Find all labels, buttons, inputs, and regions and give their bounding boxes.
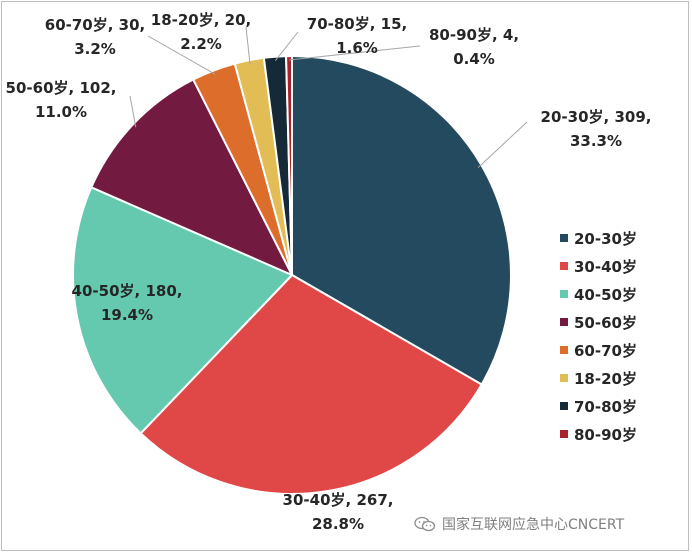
- legend-label-0: 20-30岁: [574, 230, 637, 248]
- data-label-7: 80-90岁, 4, 0.4%: [429, 26, 519, 68]
- data-label-0: 20-30岁, 309, 33.3%: [541, 108, 652, 150]
- data-label-line: 40-50岁, 180,: [72, 282, 183, 300]
- data-label-line: 2.2%: [180, 35, 222, 53]
- legend-swatch-6: [560, 402, 568, 410]
- data-label-3: 50-60岁, 102, 11.0%: [6, 79, 117, 121]
- wechat-icon: [414, 516, 436, 532]
- pie-slices: [72, 54, 512, 495]
- data-label-1: 30-40岁, 267, 28.8%: [283, 491, 394, 533]
- legend-label-2: 40-50岁: [574, 286, 637, 304]
- data-label-5: 18-20岁, 20, 2.2%: [151, 11, 251, 53]
- data-labels: 20-30岁, 309, 33.3% 30-40岁, 267, 28.8% 40-50岁…: [6, 11, 652, 533]
- data-label-line: 19.4%: [101, 306, 153, 324]
- pie-slice-7: [285, 54, 293, 276]
- legend-swatch-1: [560, 262, 568, 270]
- pie-slice-1: [139, 273, 484, 495]
- data-label-6: 70-80岁, 15, 1.6%: [307, 15, 407, 57]
- data-label-line: 11.0%: [35, 103, 87, 121]
- legend-swatch-4: [560, 346, 568, 354]
- data-label-line: 60-70岁, 30,: [45, 16, 145, 34]
- data-label-line: 0.4%: [453, 50, 495, 68]
- leader-line-3: [129, 95, 137, 128]
- data-label-line: 80-90岁, 4,: [429, 26, 519, 44]
- leader-line-5: [245, 26, 251, 65]
- data-label-line: 3.2%: [74, 40, 116, 58]
- legend-swatch-0: [560, 234, 568, 242]
- legend-swatch-7: [560, 430, 568, 438]
- data-label-line: 28.8%: [312, 515, 364, 533]
- pie-slice-2: [72, 186, 294, 435]
- data-label-line: 20-30岁, 309,: [541, 108, 652, 126]
- data-label-2: 40-50岁, 180, 19.4%: [72, 282, 183, 324]
- legend-label-3: 50-60岁: [574, 314, 637, 332]
- legend: 20-30岁 30-40岁 40-50岁 50-60岁 60-70岁 18-20岁 70-8…: [560, 230, 637, 444]
- legend-label-4: 60-70岁: [574, 342, 637, 360]
- data-label-line: 18-20岁, 20,: [151, 11, 251, 29]
- watermark-text: 国家互联网应急中心CNCERT: [442, 517, 625, 533]
- pie-slice-0: [291, 54, 512, 386]
- leader-line-4: [147, 35, 216, 75]
- data-label-line: 33.3%: [570, 132, 622, 150]
- legend-swatch-3: [560, 318, 568, 326]
- leader-lines: [129, 26, 528, 168]
- legend-label-6: 70-80岁: [574, 398, 637, 416]
- data-label-line: 70-80岁, 15,: [307, 15, 407, 33]
- leader-line-6: [274, 31, 299, 62]
- watermark: 国家互联网应急中心CNCERT: [414, 512, 624, 536]
- leader-line-7: [289, 45, 421, 61]
- legend-label-1: 30-40岁: [574, 258, 637, 276]
- pie-slice-3: [89, 78, 295, 278]
- data-label-line: 50-60岁, 102,: [6, 79, 117, 97]
- data-label-4: 60-70岁, 30, 3.2%: [45, 16, 145, 58]
- legend-swatch-5: [560, 374, 568, 382]
- legend-label-5: 18-20岁: [574, 370, 637, 388]
- legend-label-7: 80-90岁: [574, 426, 637, 444]
- leader-line-0: [477, 121, 528, 168]
- legend-swatch-2: [560, 290, 568, 298]
- data-label-line: 30-40岁, 267,: [283, 491, 394, 509]
- data-label-line: 1.6%: [336, 39, 378, 57]
